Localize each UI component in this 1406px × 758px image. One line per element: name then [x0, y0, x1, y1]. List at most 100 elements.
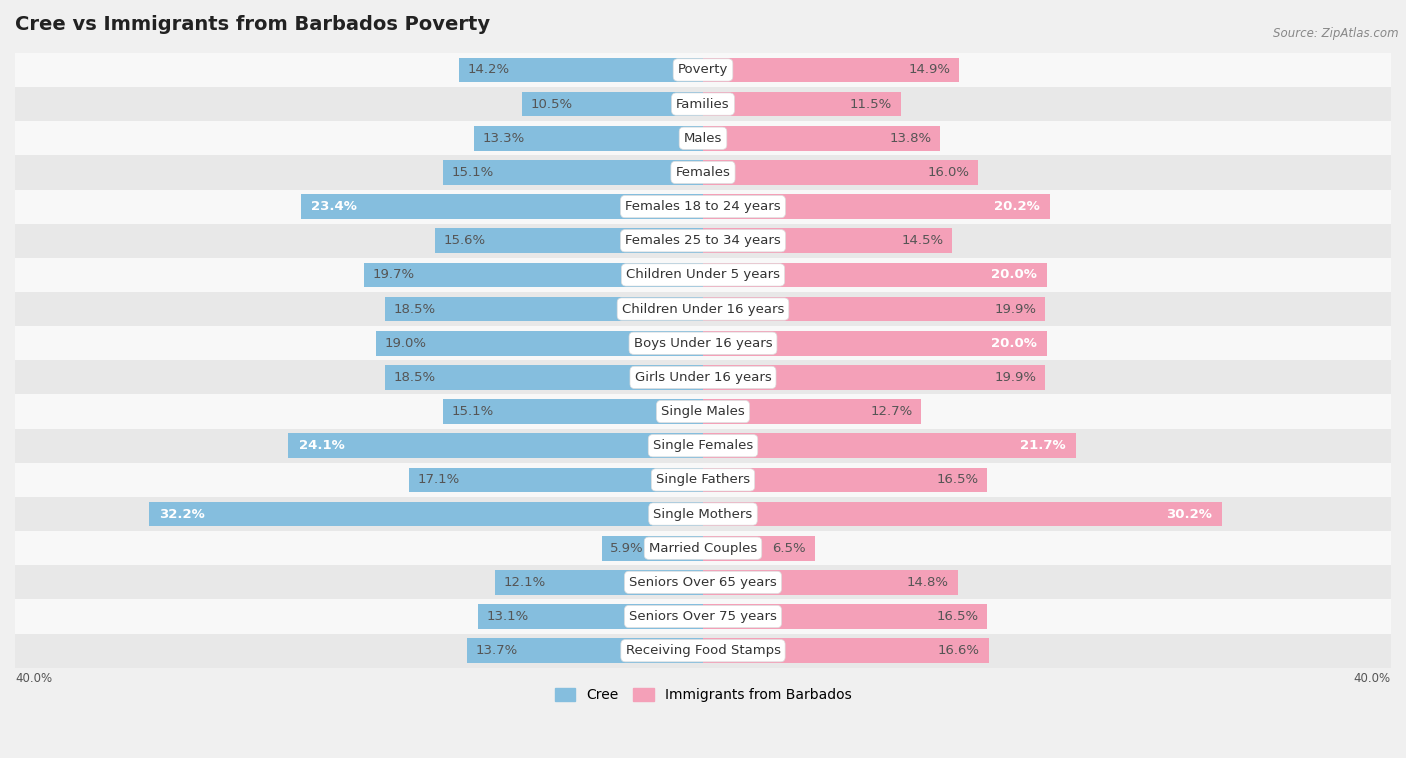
Text: 19.7%: 19.7%: [373, 268, 415, 281]
Bar: [495, 570, 703, 595]
Text: 17.1%: 17.1%: [418, 474, 460, 487]
Bar: [703, 434, 1076, 458]
Bar: [149, 502, 703, 526]
Text: 15.1%: 15.1%: [451, 405, 494, 418]
Bar: [15, 360, 1391, 394]
Text: 14.8%: 14.8%: [907, 576, 949, 589]
Text: Families: Families: [676, 98, 730, 111]
Text: Poverty: Poverty: [678, 64, 728, 77]
Text: 19.0%: 19.0%: [385, 337, 427, 349]
Text: 16.6%: 16.6%: [938, 644, 980, 657]
Text: Children Under 16 years: Children Under 16 years: [621, 302, 785, 315]
Text: 19.9%: 19.9%: [994, 371, 1036, 384]
Bar: [15, 190, 1391, 224]
Bar: [703, 126, 941, 151]
Bar: [15, 224, 1391, 258]
Text: 13.1%: 13.1%: [486, 610, 529, 623]
Text: 18.5%: 18.5%: [394, 371, 436, 384]
Bar: [703, 194, 1050, 219]
Bar: [703, 399, 921, 424]
Text: 20.2%: 20.2%: [994, 200, 1040, 213]
Bar: [15, 53, 1391, 87]
Text: Single Fathers: Single Fathers: [657, 474, 749, 487]
Text: 19.9%: 19.9%: [994, 302, 1036, 315]
Bar: [15, 394, 1391, 428]
Text: 15.6%: 15.6%: [443, 234, 485, 247]
Bar: [15, 565, 1391, 600]
Bar: [15, 258, 1391, 292]
Bar: [288, 434, 703, 458]
Legend: Cree, Immigrants from Barbados: Cree, Immigrants from Barbados: [550, 683, 856, 708]
Text: 13.7%: 13.7%: [477, 644, 519, 657]
Bar: [703, 297, 1045, 321]
Bar: [458, 58, 703, 82]
Text: 21.7%: 21.7%: [1021, 439, 1066, 453]
Text: 16.5%: 16.5%: [936, 610, 979, 623]
Bar: [478, 604, 703, 629]
Bar: [602, 536, 703, 560]
Bar: [467, 638, 703, 663]
Bar: [15, 634, 1391, 668]
Text: 15.1%: 15.1%: [451, 166, 494, 179]
Text: Seniors Over 65 years: Seniors Over 65 years: [628, 576, 778, 589]
Text: 11.5%: 11.5%: [851, 98, 893, 111]
Bar: [703, 262, 1047, 287]
Text: 16.0%: 16.0%: [928, 166, 970, 179]
Bar: [523, 92, 703, 117]
Bar: [703, 365, 1045, 390]
Text: Single Females: Single Females: [652, 439, 754, 453]
Bar: [15, 497, 1391, 531]
Bar: [703, 58, 959, 82]
Text: 18.5%: 18.5%: [394, 302, 436, 315]
Text: 16.5%: 16.5%: [936, 474, 979, 487]
Text: 23.4%: 23.4%: [311, 200, 357, 213]
Bar: [703, 160, 979, 185]
Text: Source: ZipAtlas.com: Source: ZipAtlas.com: [1274, 27, 1399, 39]
Bar: [443, 399, 703, 424]
Bar: [15, 121, 1391, 155]
Bar: [385, 297, 703, 321]
Bar: [15, 531, 1391, 565]
Bar: [15, 428, 1391, 463]
Text: 40.0%: 40.0%: [15, 672, 52, 685]
Text: 32.2%: 32.2%: [159, 508, 205, 521]
Text: Females 25 to 34 years: Females 25 to 34 years: [626, 234, 780, 247]
Text: Females 18 to 24 years: Females 18 to 24 years: [626, 200, 780, 213]
Text: Married Couples: Married Couples: [650, 542, 756, 555]
Bar: [443, 160, 703, 185]
Text: Children Under 5 years: Children Under 5 years: [626, 268, 780, 281]
Bar: [703, 92, 901, 117]
Text: Single Males: Single Males: [661, 405, 745, 418]
Text: 13.8%: 13.8%: [890, 132, 932, 145]
Bar: [703, 228, 952, 253]
Bar: [474, 126, 703, 151]
Text: 13.3%: 13.3%: [482, 132, 524, 145]
Bar: [434, 228, 703, 253]
Text: Seniors Over 75 years: Seniors Over 75 years: [628, 610, 778, 623]
Bar: [703, 604, 987, 629]
Bar: [703, 570, 957, 595]
Bar: [15, 600, 1391, 634]
Text: Females: Females: [675, 166, 731, 179]
Text: 5.9%: 5.9%: [610, 542, 644, 555]
Text: 12.1%: 12.1%: [503, 576, 546, 589]
Bar: [364, 262, 703, 287]
Text: 12.7%: 12.7%: [870, 405, 912, 418]
Text: 14.5%: 14.5%: [901, 234, 943, 247]
Text: 30.2%: 30.2%: [1166, 508, 1212, 521]
Text: Boys Under 16 years: Boys Under 16 years: [634, 337, 772, 349]
Text: 20.0%: 20.0%: [991, 337, 1036, 349]
Text: 14.2%: 14.2%: [467, 64, 509, 77]
Bar: [15, 292, 1391, 326]
Text: 14.9%: 14.9%: [908, 64, 950, 77]
Text: 24.1%: 24.1%: [299, 439, 344, 453]
Text: Receiving Food Stamps: Receiving Food Stamps: [626, 644, 780, 657]
Bar: [385, 365, 703, 390]
Bar: [703, 331, 1047, 356]
Bar: [301, 194, 703, 219]
Text: 6.5%: 6.5%: [772, 542, 806, 555]
Bar: [15, 326, 1391, 360]
Text: 40.0%: 40.0%: [1354, 672, 1391, 685]
Bar: [15, 463, 1391, 497]
Bar: [703, 536, 815, 560]
